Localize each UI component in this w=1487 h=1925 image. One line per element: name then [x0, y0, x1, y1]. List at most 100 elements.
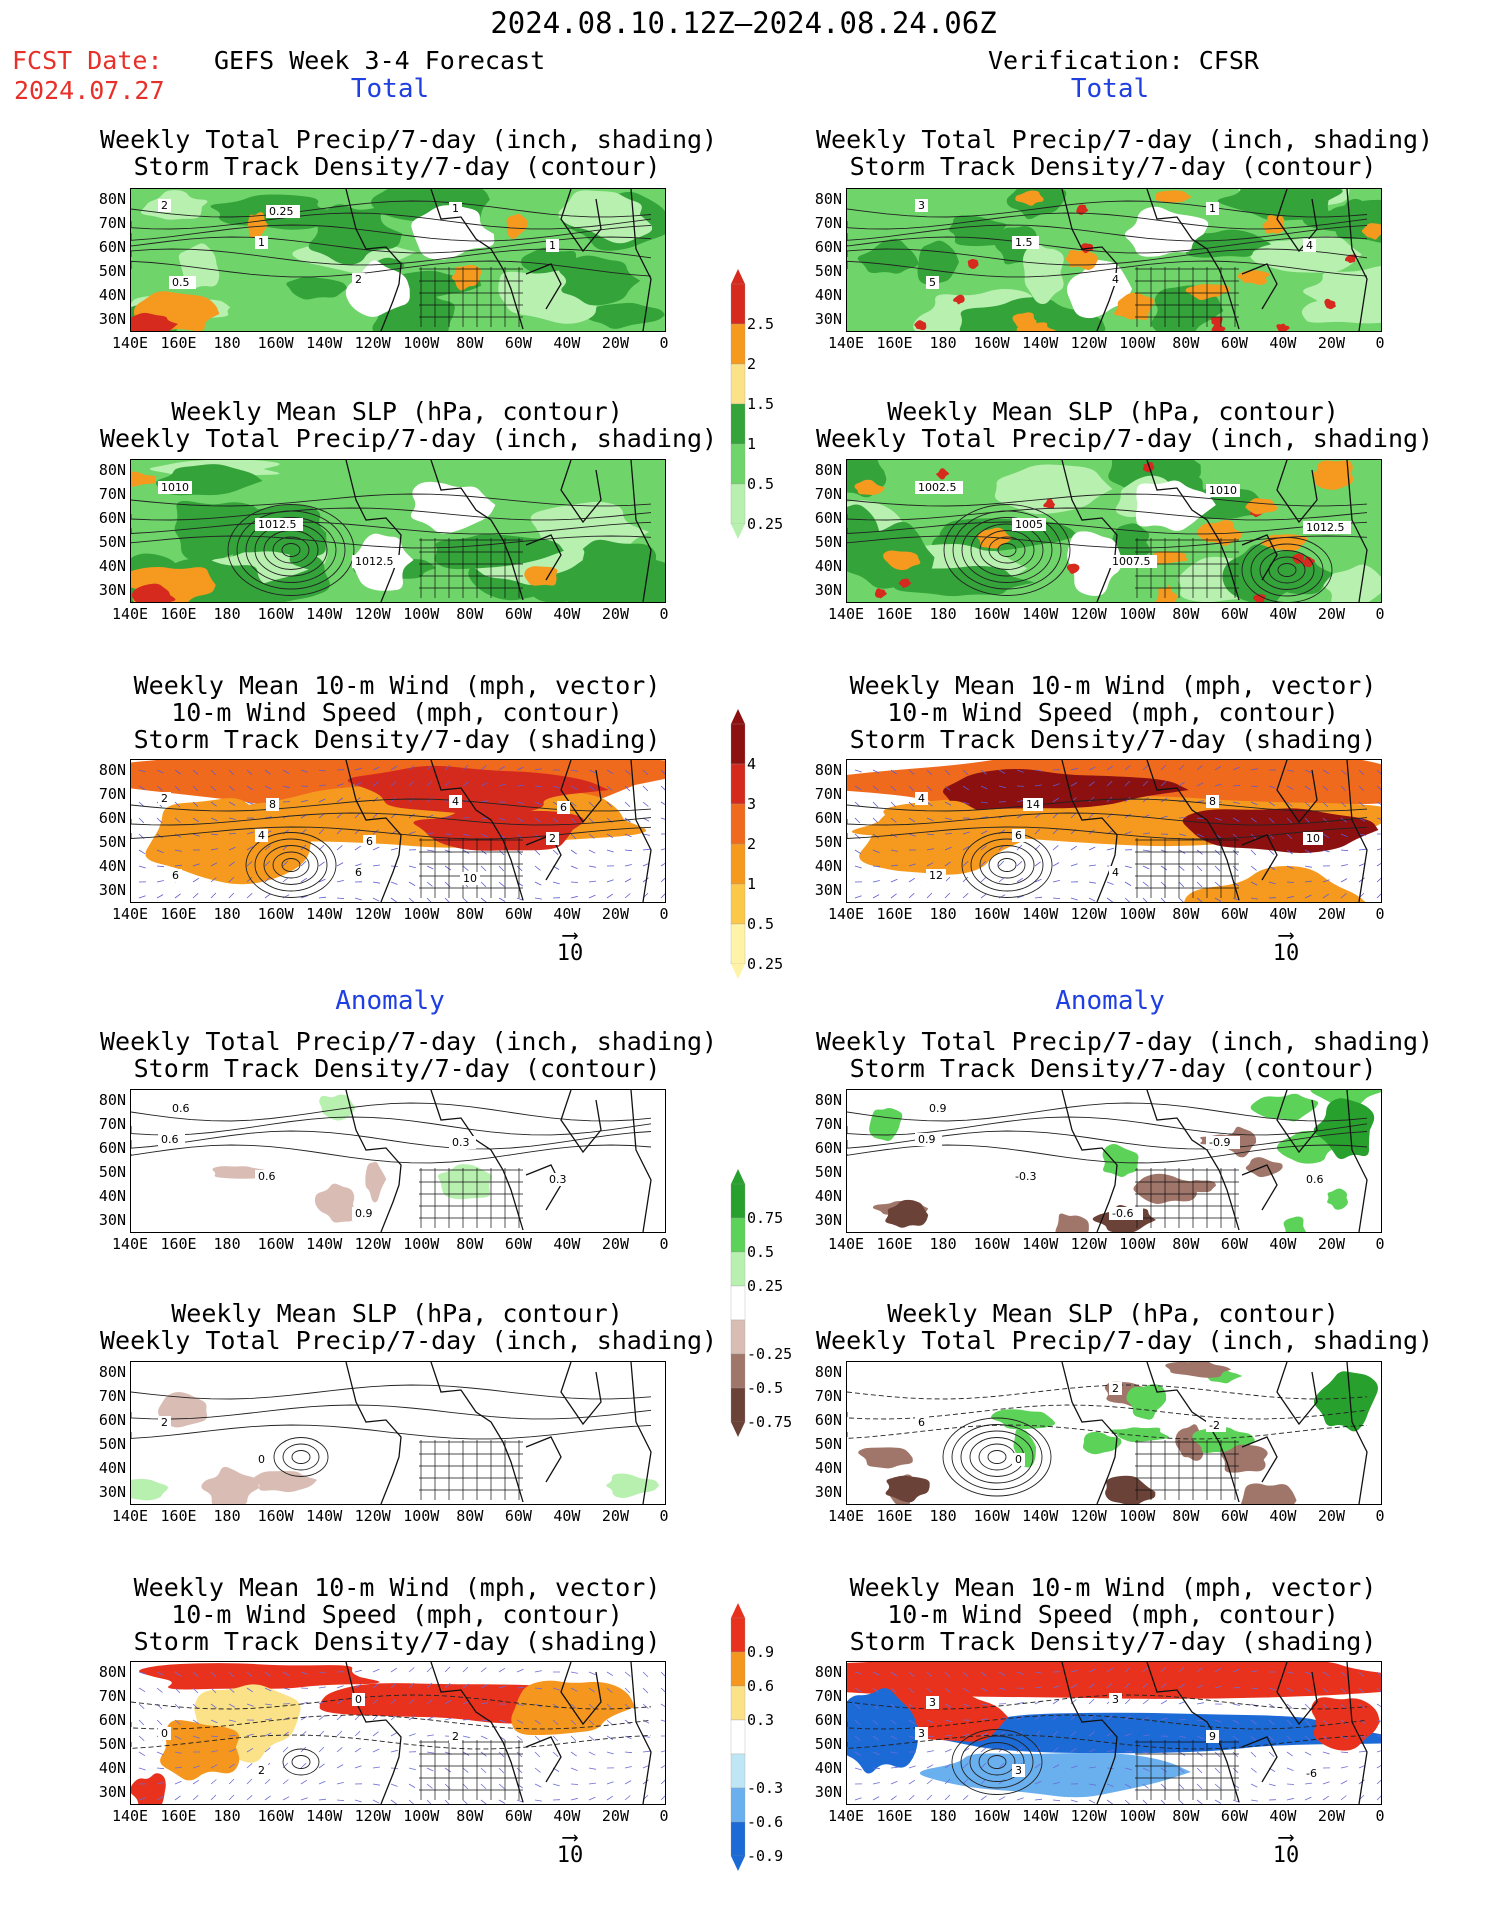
contour-label: 8	[1206, 795, 1219, 808]
lon-tick-label: 160W	[973, 605, 1010, 623]
contour-label-bg	[926, 1696, 939, 1709]
panel-title-line: Weekly Mean 10-m Wind (mph, vector)	[133, 671, 661, 700]
panel-title-line: Storm Track Density/7-day (contour)	[849, 152, 1377, 181]
contour-label-bg	[158, 1133, 185, 1146]
lon-tick-label: 160E	[160, 1507, 197, 1525]
contour-label: 0.6	[1303, 1173, 1330, 1186]
lon-tick-label: 180	[213, 1807, 241, 1825]
lon-tick-label: 140E	[111, 1507, 149, 1525]
contour-label: 2	[255, 1764, 268, 1777]
contour-label: 2	[158, 1416, 171, 1429]
colorbar-track-anomaly-label: 0.3	[747, 1711, 775, 1729]
contour-label: 0.25	[266, 205, 300, 218]
lat-tick-label: 40N	[98, 1459, 126, 1477]
contour-label-bg	[266, 205, 300, 218]
lon-tick-label: 0	[1375, 1807, 1385, 1825]
lon-tick-label: 0	[659, 334, 669, 352]
lon-tick-label: 120W	[354, 1235, 391, 1253]
lon-tick-label: 20W	[601, 1807, 629, 1825]
lon-tick-label: 140W	[1022, 1807, 1059, 1825]
contour-label-bg	[352, 555, 400, 568]
us-state-borders	[1135, 1168, 1239, 1228]
contour-label-text: 4	[1112, 866, 1119, 879]
precip-anomaly	[1245, 1157, 1283, 1178]
speed-contour	[979, 845, 1035, 885]
contour-label: 1007.5	[1109, 555, 1157, 568]
lat-tick-label: 60N	[814, 1711, 842, 1729]
contour-label-bg	[352, 866, 365, 879]
lon-tick-label: 40W	[553, 1235, 581, 1253]
contour-label-bg	[1109, 555, 1157, 568]
lat-tick-label: 30N	[814, 310, 842, 328]
heavy-precip	[1015, 190, 1044, 206]
map-r3: 4 6 4 8 10 12 14	[847, 760, 1381, 902]
contour-label: 0.9	[352, 1207, 379, 1220]
map-l1: 2 1 2 1 1 0.5 0.25	[131, 189, 665, 331]
slp-contour	[970, 523, 1044, 577]
wind-vectors	[854, 1666, 1381, 1804]
colorbar-precip-total-segment	[730, 443, 746, 485]
lon-tick-label: 140W	[306, 605, 343, 623]
lat-tick-label: 60N	[98, 1411, 126, 1429]
lon-tick-label: 140W	[1022, 905, 1059, 923]
fcst-date-label: FCST Date:	[12, 46, 163, 75]
colorbar-precip-total-label: 2	[747, 355, 757, 373]
track-anomaly	[160, 1720, 240, 1781]
contour-label: 1010	[1206, 484, 1240, 497]
map-r4: 0.9 -0.3 -0.6 -0.9 0.6 0.9	[847, 1090, 1381, 1232]
speed-anomaly-contour	[969, 1742, 1025, 1782]
precip-field	[1322, 564, 1381, 602]
lat-tick-label: 70N	[98, 485, 126, 503]
colorbar-track-anomaly-top-cap	[731, 1603, 745, 1618]
lat-tick-label: 80N	[814, 1091, 842, 1109]
contour-label: 0.9	[926, 1102, 953, 1115]
lat-tick-label: 70N	[814, 485, 842, 503]
slp-contour	[131, 521, 652, 535]
lon-tick-label: 100W	[1119, 1807, 1156, 1825]
heavy-precip	[1114, 292, 1155, 321]
lon-tick-label: 100W	[403, 1507, 440, 1525]
wind-vectors	[138, 1666, 665, 1804]
contour-label-text: 3	[1112, 1693, 1119, 1706]
heavy-precip	[936, 468, 950, 480]
contour-label: 2	[1109, 1382, 1122, 1395]
contour-label-bg	[363, 835, 376, 848]
lon-tick-label: 60W	[1220, 1235, 1248, 1253]
fcst-date-value: 2024.07.27	[14, 76, 165, 105]
lon-tick-label: 160E	[876, 605, 913, 623]
lon-tick-label: 160W	[973, 1235, 1010, 1253]
track-field	[145, 798, 312, 885]
speed-contour	[970, 838, 1044, 892]
lon-tick-label: 0	[659, 1235, 669, 1253]
map-l5: 20	[131, 1362, 665, 1504]
lat-tick-label: 30N	[814, 1483, 842, 1501]
lon-tick-label: 20W	[1317, 1807, 1345, 1825]
lon-tick-label: 120W	[1070, 334, 1107, 352]
precip-anomaly	[1250, 1093, 1319, 1122]
contour-label-text: 14	[1026, 798, 1040, 811]
lon-tick-label: 40W	[1269, 1807, 1297, 1825]
contour-label-bg	[449, 1136, 476, 1149]
colorbar-track-anomaly-label: 0.9	[747, 1643, 775, 1661]
heavy-precip	[1016, 322, 1057, 331]
contour-label-text: 0	[161, 1727, 168, 1740]
precip-field	[554, 539, 657, 582]
contour-label: 1	[546, 239, 559, 252]
contour-label-text: 0	[355, 1693, 362, 1706]
colorbar-precip-anomaly-top-cap	[731, 1169, 745, 1184]
lon-tick-label: 160W	[257, 905, 294, 923]
lon-tick-label: 140E	[111, 905, 149, 923]
contour-label-bg	[1012, 1170, 1046, 1183]
contour-label: 1002.5	[915, 481, 963, 494]
map-r6: 3 3 3 9 -6 3	[847, 1662, 1381, 1804]
slp-contour	[131, 493, 652, 507]
contour-label: 8	[266, 798, 279, 811]
precip-anomaly	[1327, 1188, 1348, 1210]
colorbar-precip-anomaly-segment	[730, 1353, 746, 1389]
colorbar-track-anomaly-wrap	[723, 1603, 753, 1875]
contour-label: -2	[1206, 1419, 1226, 1432]
lat-tick-label: 70N	[98, 1115, 126, 1133]
contour-label-text: 4	[1112, 273, 1119, 286]
contour-label-text: 0.6	[161, 1133, 179, 1146]
us-state-borders	[1135, 1740, 1239, 1800]
